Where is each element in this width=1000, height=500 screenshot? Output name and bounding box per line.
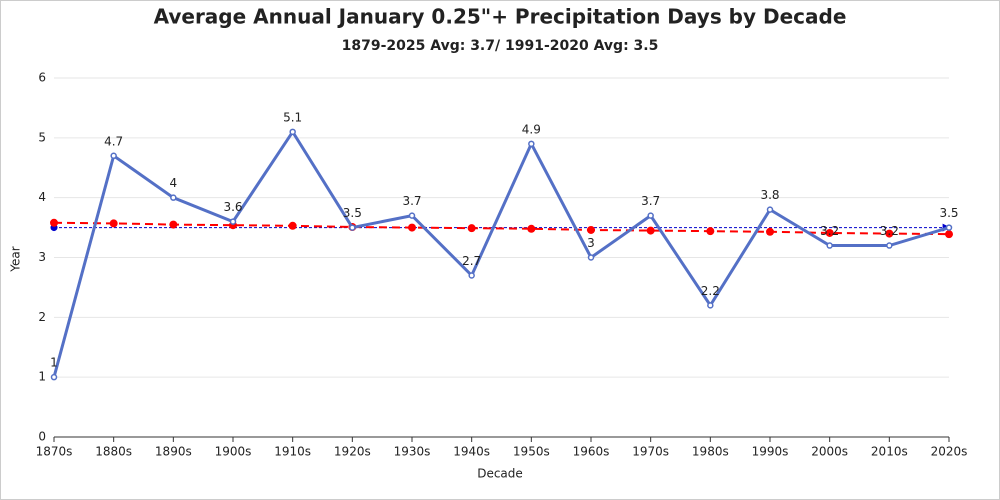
y-axis-label: Year [9,246,23,272]
x-tick-label: 1980s [692,445,729,459]
trend-point [50,218,58,227]
data-point [50,373,58,381]
trend-point [169,220,178,229]
data-label: 1 [50,356,58,370]
x-tick-label: 1990s [752,445,789,459]
data-label: 3 [587,236,595,250]
data-point [468,272,475,279]
y-tick-label: 4 [38,190,46,204]
data-point [408,212,416,219]
x-tick-label: 1910s [274,445,311,459]
data-label: 3.5 [343,206,362,220]
data-label: 2.2 [701,284,720,298]
data-label: 3.7 [641,194,660,208]
x-tick-label: 1950s [513,445,550,459]
data-point [110,152,117,160]
data-point [349,224,356,231]
trend-point [527,224,536,233]
y-tick-label: 5 [38,130,46,144]
data-point [766,206,774,213]
data-label: 2.7 [462,254,481,268]
data-label: 3.8 [760,188,779,202]
x-tick-label: 1930s [394,445,431,459]
trend-point [885,229,894,238]
data-point [289,128,296,136]
data-point [528,140,535,148]
x-axis-label: Decade [477,467,523,481]
trend-point [288,221,297,230]
x-tick-label: 1920s [334,445,371,459]
data-label: 5.1 [283,110,302,124]
x-tick-label: 1900s [215,445,252,459]
trend-point [587,225,595,234]
data-label: 4.7 [104,134,123,148]
x-tick-label: 1970s [632,445,669,459]
trend-point [646,226,655,235]
data-point [886,242,893,249]
trend-point [408,223,416,232]
trend-line [53,221,950,236]
data-point [587,254,595,261]
data-point [229,218,237,225]
trend-point [467,224,476,233]
x-tick-label: 1890s [155,445,192,459]
data-label: 3.5 [939,206,958,220]
trend-point [109,219,118,228]
chart-subtitle: 1879-2025 Avg: 3.7/ 1991-2020 Avg: 3.5 [342,38,659,54]
x-tick-label: 1870s [36,445,73,459]
data-label: 3.2 [880,224,899,238]
y-tick-label: 1 [38,370,46,384]
y-tick-label: 3 [38,250,46,264]
data-line [52,129,950,378]
x-tick-label: 2020s [931,445,968,459]
y-tick-label: 0 [38,430,46,444]
x-tick-label: 1880s [95,445,132,459]
data-label: 3.2 [820,224,839,238]
trend-point [766,227,774,236]
x-tick-label: 1940s [453,445,490,459]
trend-point [945,230,953,239]
chart-title: Average Annual January 0.25"+ Precipitat… [154,5,847,29]
x-tick-label: 1960s [573,445,610,459]
data-point [945,224,953,231]
data-point [707,302,714,309]
x-tick-label: 2010s [871,445,908,459]
y-tick-label: 2 [38,310,46,324]
y-tick-label: 6 [38,71,46,85]
data-label: 3.6 [223,200,242,214]
data-label: 3.7 [402,194,421,208]
data-point [647,212,654,219]
data-label: 4 [170,176,178,190]
data-point [170,194,177,201]
data-label: 4.9 [522,122,541,136]
data-point [826,242,833,249]
x-tick-label: 2000s [811,445,848,459]
trend-point [706,227,715,236]
trend-point [825,228,834,237]
